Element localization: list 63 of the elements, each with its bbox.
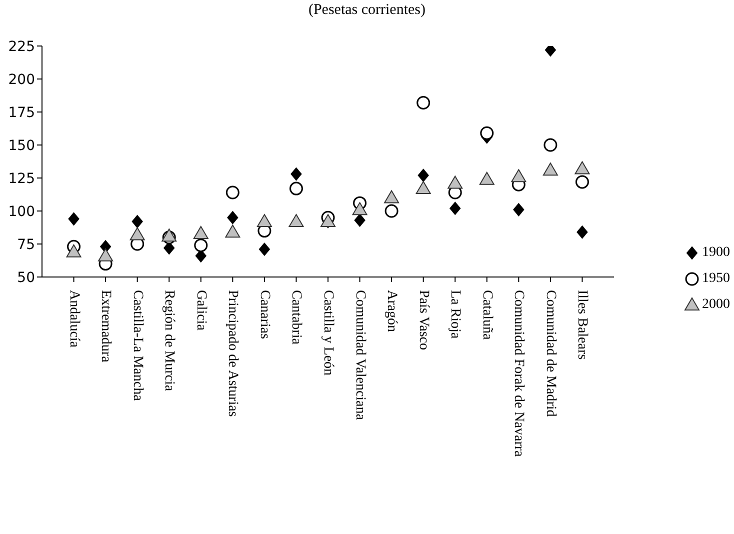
- y-tick-label: 200: [8, 72, 35, 88]
- point: [288, 214, 304, 228]
- x-tick-label: Comunidad Forak de Navarra: [511, 290, 526, 458]
- point: [258, 242, 270, 256]
- point: [68, 212, 80, 226]
- chart-title: (Pesetas corrientes): [307, 2, 427, 19]
- point: [193, 226, 208, 239]
- x-tick-label: País Vasco: [416, 290, 431, 350]
- point: [513, 203, 524, 216]
- y-tick-label: 225: [8, 38, 35, 55]
- y-tick-label: 50: [17, 270, 35, 286]
- point: [450, 202, 461, 215]
- point: [416, 96, 430, 110]
- x-tick-label: Galicia: [193, 290, 208, 332]
- y-tick-label: 100: [8, 204, 35, 220]
- x-tick-label: Cantabria: [288, 290, 304, 346]
- point: [290, 168, 302, 181]
- legend-label: 2000: [702, 297, 730, 313]
- point: [289, 182, 303, 196]
- point: [544, 138, 558, 152]
- point: [66, 244, 82, 258]
- point: [226, 186, 240, 200]
- point: [98, 248, 114, 262]
- x-tick-label: Castilla y León: [320, 290, 336, 376]
- x-tick-label: Andalucía: [66, 290, 82, 348]
- point: [352, 202, 368, 216]
- point: [480, 126, 494, 140]
- point: [162, 228, 177, 242]
- point: [256, 214, 272, 228]
- y-tick-label: 150: [8, 138, 35, 154]
- point: [384, 190, 400, 204]
- point: [448, 176, 463, 189]
- x-tick-label: Canarias: [256, 290, 272, 339]
- point: [132, 215, 143, 228]
- x-tick-label: Extremadura: [98, 290, 114, 364]
- x-tick-label: Cataluña: [479, 290, 494, 341]
- y-tick-label: 125: [8, 170, 35, 187]
- x-tick-label: La Rioja: [448, 290, 463, 340]
- x-tick-label: Aragón: [384, 290, 400, 332]
- point: [384, 204, 398, 218]
- point: [130, 227, 145, 240]
- point: [227, 211, 238, 224]
- legend-label: 1900: [702, 245, 730, 261]
- x-tick-label: Principado de Asturias: [225, 290, 240, 417]
- point: [511, 169, 526, 182]
- point: [354, 214, 366, 227]
- point: [576, 226, 588, 239]
- point: [479, 172, 494, 185]
- x-tick-label: Comunidad de Madrid: [542, 290, 558, 417]
- point: [542, 162, 558, 176]
- point: [416, 181, 431, 194]
- point: [575, 175, 589, 189]
- point: [418, 168, 429, 182]
- point: [194, 238, 208, 252]
- x-tick-label: Castilla-La Mancha: [130, 290, 145, 402]
- legend-label: 1950: [702, 271, 730, 287]
- point: [574, 161, 590, 174]
- x-tick-label: Comunidad Valenciana: [352, 290, 368, 421]
- x-tick-label: Región de Murcia: [162, 290, 177, 392]
- x-tick-label: Illes Balears: [574, 290, 590, 360]
- y-tick-label: 75: [17, 236, 35, 253]
- point: [225, 224, 240, 238]
- y-tick-label: 175: [8, 104, 35, 121]
